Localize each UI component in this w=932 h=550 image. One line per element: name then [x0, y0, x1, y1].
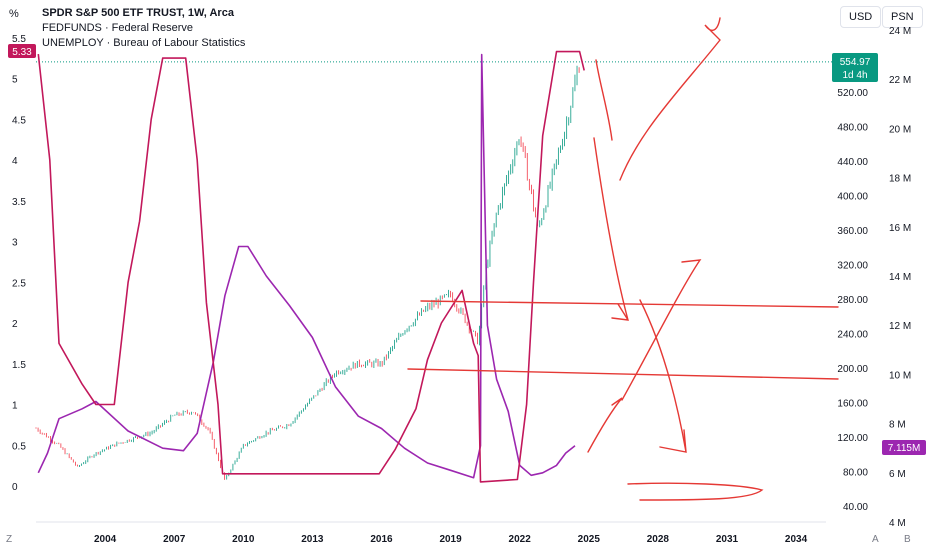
y-price-tick-label: 520.00	[837, 88, 868, 99]
user-drawings	[407, 17, 839, 501]
y-price-tick-label: 160.00	[837, 399, 868, 410]
corner-a[interactable]: A	[872, 534, 879, 545]
y-left-tick-label: 1	[12, 401, 18, 412]
chart-plot	[35, 50, 585, 483]
y-right-tick-label: 16 M	[889, 223, 911, 234]
y-right-tick-label: 6 M	[889, 469, 906, 480]
y-left-tick-label: 4	[12, 156, 18, 167]
x-tick-label: 2034	[785, 534, 808, 545]
psn-button[interactable]: PSN	[882, 6, 923, 28]
y-left-tick-label: 2.5	[12, 278, 26, 289]
y-left-tick-label: 4.5	[12, 115, 26, 126]
drawing-stroke	[595, 59, 613, 141]
x-tick-label: 2013	[301, 534, 324, 545]
spy-candles	[35, 65, 580, 480]
y-price-tick-label: 40.00	[843, 502, 868, 513]
unemploy-value-text: 7.115M	[888, 443, 921, 454]
chart-axes: 2004 2007 2010 2013 2016 2019 2022 2025 2028 2031…	[12, 26, 911, 545]
y-price-tick-label: 440.00	[837, 157, 868, 168]
drawing-stroke	[593, 137, 629, 321]
legend-unemploy[interactable]: UNEMPLOY · Bureau of Labour Statistics	[42, 37, 246, 49]
x-tick-label: 2016	[370, 534, 393, 545]
y-right-tick-label: 18 M	[889, 174, 911, 185]
fedfunds-value-badge	[8, 44, 36, 58]
unemploy-value-badge	[882, 440, 926, 455]
y-right-tick-label: 14 M	[889, 272, 911, 283]
x-tick-label: 2010	[232, 534, 255, 545]
drawing-stroke	[407, 368, 839, 380]
y-price-tick-label: 280.00	[837, 295, 868, 306]
y-right-tick-label: 4 M	[889, 518, 906, 529]
y-right-tick-label: 10 M	[889, 370, 911, 381]
y-left-tick-label: 5.5	[12, 34, 26, 45]
x-tick-label: 2031	[716, 534, 739, 545]
price-value-text: 554.97	[840, 57, 871, 68]
legend-fedfunds[interactable]: FEDFUNDS · Federal Reserve	[42, 22, 193, 34]
y-price-tick-label: 320.00	[837, 261, 868, 272]
currency-button[interactable]: USD	[840, 6, 882, 28]
y-price-tick-label: 240.00	[837, 330, 868, 341]
y-price-tick-label: 80.00	[843, 468, 868, 479]
y-price-tick-label: 400.00	[837, 192, 868, 203]
y-right-tick-label: 12 M	[889, 321, 911, 332]
price-badge	[832, 53, 878, 82]
fedfunds-line	[37, 50, 585, 483]
y-price-tick-label: 480.00	[837, 123, 868, 134]
percent-axis-unit: %	[9, 8, 19, 20]
drawing-stroke	[587, 397, 623, 453]
y-price-tick-label: 200.00	[837, 364, 868, 375]
corner-z[interactable]: Z	[6, 534, 13, 545]
drawing-stroke	[619, 17, 721, 181]
drawing-stroke	[627, 482, 764, 501]
y-right-tick-label: 8 M	[889, 420, 906, 431]
y-right-tick-label: 22 M	[889, 75, 911, 86]
x-tick-label: 2028	[647, 534, 670, 545]
y-left-tick-label: 0.5	[12, 441, 26, 452]
unemploy-line	[37, 53, 576, 479]
y-price-tick-label: 120.00	[837, 433, 868, 444]
y-right-tick-label: 24 M	[889, 26, 911, 37]
y-left-tick-label: 1.5	[12, 360, 26, 371]
chart-legend: SPDR S&P 500 ETF TRUST, 1W, Arca FEDFUND…	[42, 6, 245, 51]
y-left-tick-label: 3	[12, 238, 18, 249]
y-left-tick-label: 3.5	[12, 197, 26, 208]
y-left-tick-label: 2	[12, 319, 18, 330]
x-tick-label: 2022	[509, 534, 532, 545]
y-right-tick-label: 20 M	[889, 124, 911, 135]
y-price-tick-label: 360.00	[837, 226, 868, 237]
price-countdown-text: 1d 4h	[842, 70, 867, 81]
drawing-stroke	[639, 299, 687, 453]
x-tick-label: 2004	[94, 534, 117, 545]
drawing-stroke	[621, 259, 702, 401]
y-left-tick-label: 5	[12, 75, 18, 86]
drawing-stroke	[420, 300, 839, 308]
y-left-tick-label: 0	[12, 482, 18, 493]
axis-badges: 5.33 554.97 1d 4h 7.115M	[8, 44, 926, 455]
chart-title[interactable]: SPDR S&P 500 ETF TRUST, 1W, Arca	[42, 7, 234, 19]
x-tick-label: 2019	[439, 534, 462, 545]
fedfunds-value-text: 5.33	[12, 47, 32, 58]
corner-b[interactable]: B	[904, 534, 911, 545]
x-tick-label: 2025	[578, 534, 601, 545]
x-tick-label: 2007	[163, 534, 186, 545]
